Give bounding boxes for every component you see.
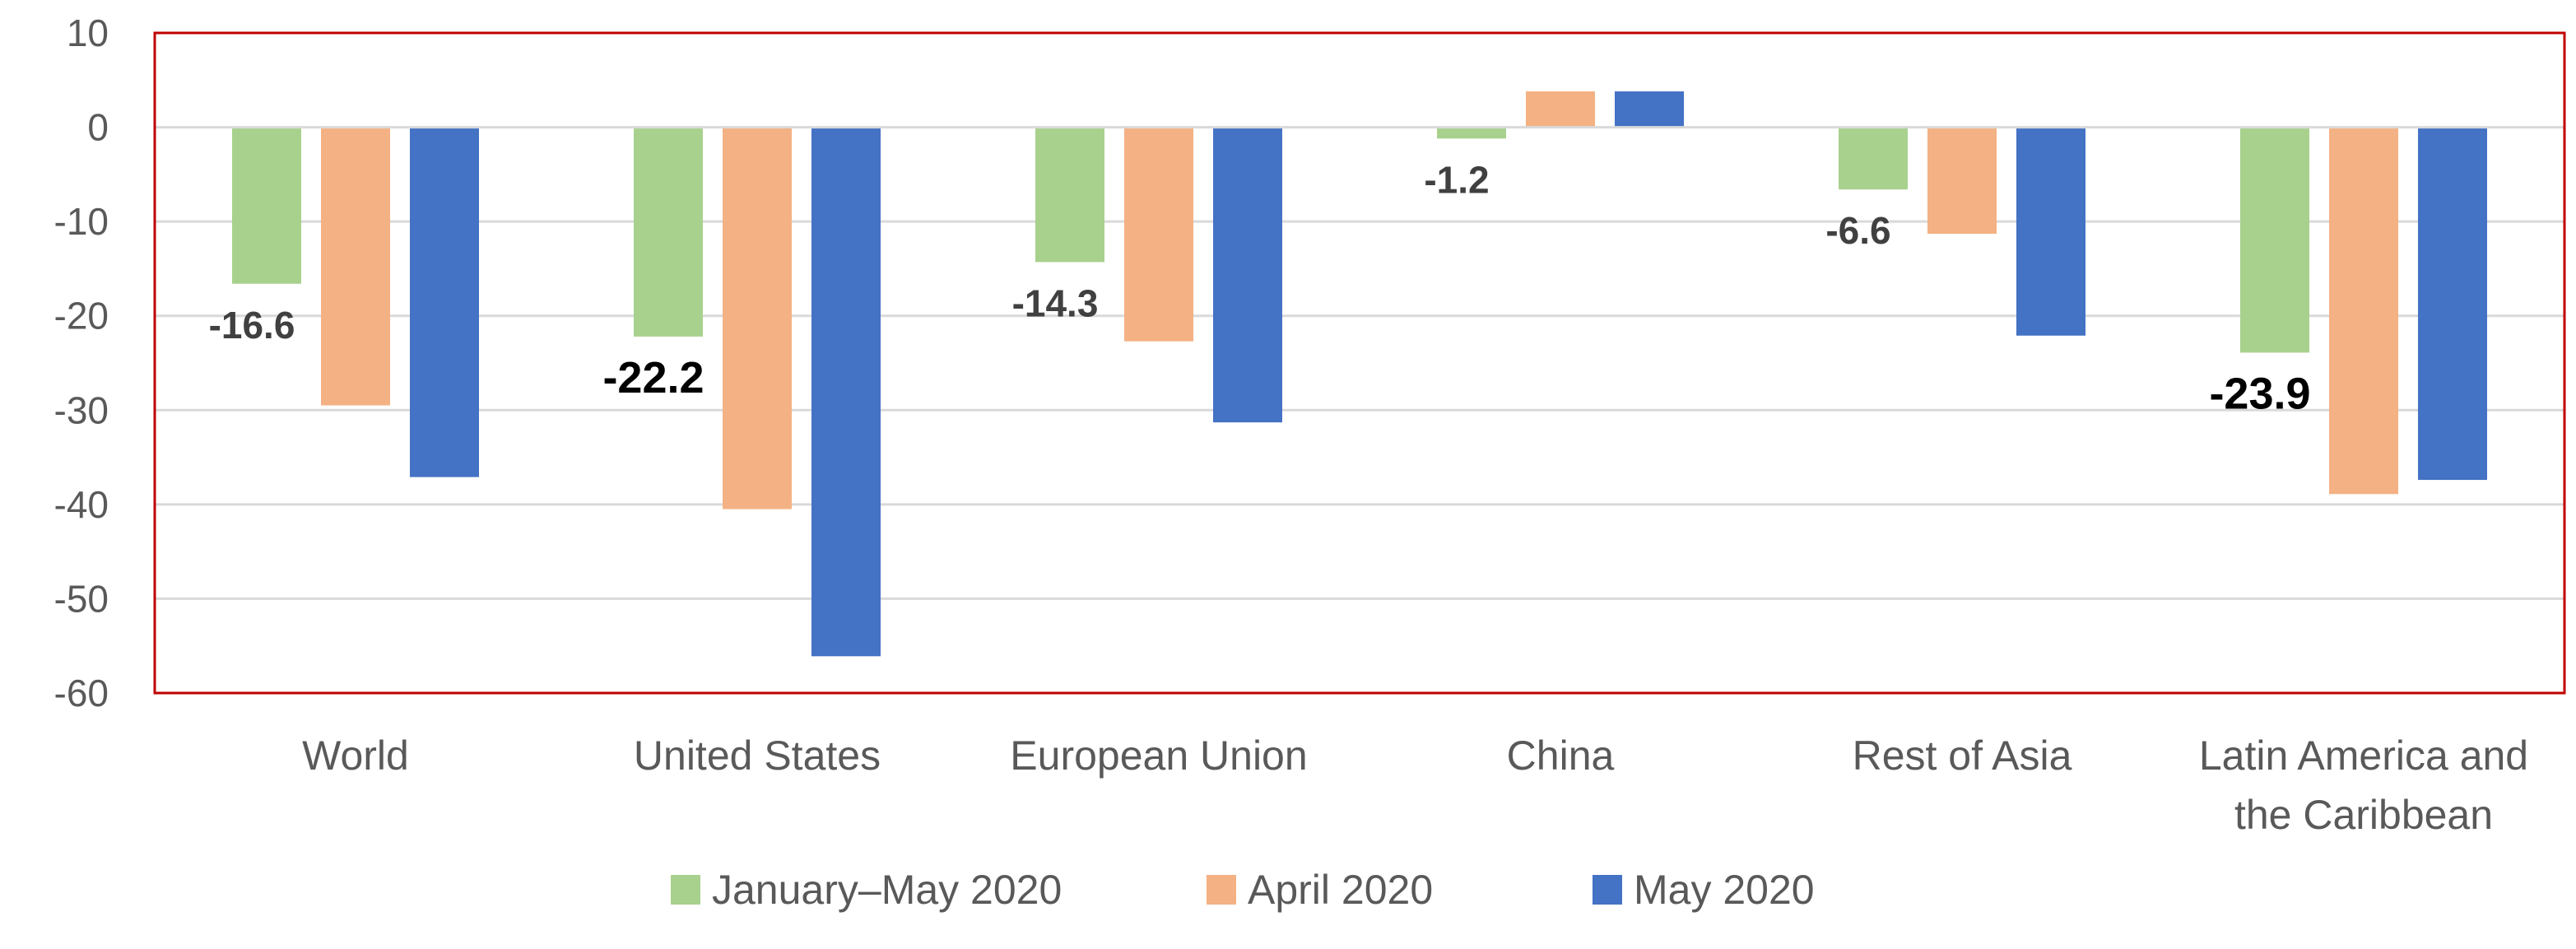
bar <box>1437 127 1506 139</box>
legend: January–May 2020 April 2020 May 2020 <box>671 867 1815 913</box>
y-tick-label: -30 <box>54 388 109 431</box>
bar <box>811 127 881 657</box>
bar <box>2418 127 2487 481</box>
y-tick-label: -40 <box>54 483 109 526</box>
y-tick-label: -50 <box>54 577 109 620</box>
data-label: -16.6 <box>209 304 295 347</box>
data-label: -14.3 <box>1012 281 1099 324</box>
legend-swatch <box>1207 875 1236 905</box>
data-label: -23.9 <box>2209 369 2310 418</box>
data-labels: -16.6 -22.2 -14.3 -1.2 -6.6 -23.9 <box>209 158 2311 418</box>
data-label: -1.2 <box>1424 158 1489 201</box>
bar <box>1927 127 1997 235</box>
bar <box>634 127 703 337</box>
bar <box>2329 127 2398 495</box>
y-tick-label: -60 <box>54 672 109 714</box>
bar <box>1035 127 1104 263</box>
bar <box>410 127 479 477</box>
legend-item: May 2020 <box>1593 867 1815 913</box>
legend-swatch <box>671 875 700 905</box>
legend-label: May 2020 <box>1634 867 1815 913</box>
y-axis-tick-labels: 10 0 -10 -20 -30 -40 -50 -60 <box>54 12 109 714</box>
data-label: -6.6 <box>1825 209 1890 252</box>
y-tick-label: -20 <box>54 295 109 337</box>
x-axis-category-labels: World United States European Union China Res… <box>302 733 2528 838</box>
y-tick-label: 10 <box>67 12 109 54</box>
x-category-label: China <box>1507 733 1615 779</box>
legend-label: January–May 2020 <box>712 867 1062 913</box>
y-tick-label: -10 <box>54 200 109 243</box>
bar <box>321 127 390 406</box>
gridlines <box>155 220 2564 600</box>
x-category-label: World <box>302 733 409 779</box>
bar <box>1839 127 1908 190</box>
plot-area-border <box>153 31 2566 695</box>
x-category-label: Latin America and the Caribbean <box>2199 733 2528 838</box>
bar <box>1615 91 1684 128</box>
x-category-label: European Union <box>1010 733 1307 779</box>
data-label: -22.2 <box>602 353 704 402</box>
bar <box>2016 127 2085 336</box>
bar <box>232 127 301 284</box>
legend-item: April 2020 <box>1207 867 1433 913</box>
bar <box>1124 127 1193 342</box>
bar <box>1526 91 1595 128</box>
y-tick-label: 0 <box>87 106 109 149</box>
bar <box>723 127 792 509</box>
bar <box>2240 127 2309 353</box>
bar <box>1213 127 1282 423</box>
legend-swatch <box>1593 875 1622 905</box>
x-category-label: United States <box>634 733 881 779</box>
plot-border <box>153 31 2566 695</box>
legend-item: January–May 2020 <box>671 867 1062 913</box>
x-category-label: Rest of Asia <box>1853 733 2072 779</box>
legend-label: April 2020 <box>1248 867 1433 913</box>
bars <box>232 91 2487 657</box>
